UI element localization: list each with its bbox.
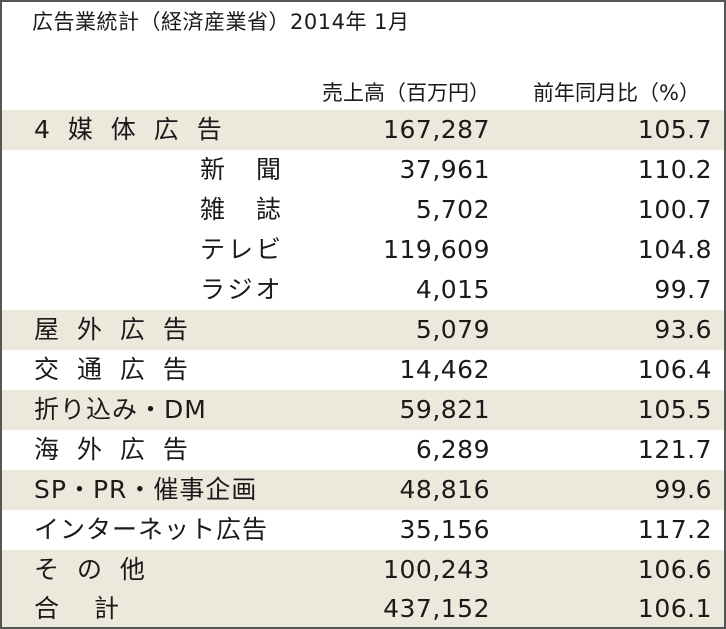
table-row: 交 通 広 告 14,462 106.4 bbox=[2, 350, 724, 390]
row-yoy: 106.1 bbox=[637, 594, 712, 623]
table-row: 新 聞 37,961 110.2 bbox=[2, 150, 724, 190]
row-sales: 6,289 bbox=[415, 435, 490, 464]
row-sales: 59,821 bbox=[399, 395, 490, 424]
row-yoy: 105.7 bbox=[637, 115, 712, 144]
page-title: 広告業統計（経済産業省）2014年 1月 bbox=[32, 10, 410, 34]
row-yoy: 105.5 bbox=[637, 395, 712, 424]
row-yoy: 104.8 bbox=[637, 235, 712, 264]
row-yoy: 100.7 bbox=[637, 195, 712, 224]
row-label: 交 通 広 告 bbox=[34, 355, 193, 384]
row-label: そ の 他 bbox=[34, 555, 150, 584]
row-sales: 119,609 bbox=[383, 235, 490, 264]
row-sales: 5,702 bbox=[415, 195, 490, 224]
row-label: 屋 外 広 告 bbox=[34, 315, 193, 344]
row-yoy: 106.6 bbox=[637, 555, 712, 584]
row-sales: 4,015 bbox=[415, 275, 490, 304]
row-label: SP・PR・催事企画 bbox=[34, 475, 258, 504]
table-body: 4 媒 体 広 告 167,287 105.7 新 聞 37,961 110.2… bbox=[2, 110, 724, 627]
table-row: SP・PR・催事企画 48,816 99.6 bbox=[2, 470, 724, 510]
column-header-sales: 売上高（百万円） bbox=[322, 81, 490, 105]
row-sales: 437,152 bbox=[383, 594, 490, 623]
table-row: インターネット広告 35,156 117.2 bbox=[2, 510, 724, 550]
table-row: 折り込み・DM 59,821 105.5 bbox=[2, 390, 724, 430]
row-yoy: 117.2 bbox=[637, 515, 712, 544]
table-row-total: 合 計 437,152 106.1 bbox=[2, 590, 724, 627]
row-sales: 14,462 bbox=[399, 355, 490, 384]
table-row: そ の 他 100,243 106.6 bbox=[2, 550, 724, 590]
table-row: 海 外 広 告 6,289 121.7 bbox=[2, 430, 724, 470]
row-yoy: 93.6 bbox=[654, 315, 712, 344]
table-row: 4 媒 体 広 告 167,287 105.7 bbox=[2, 110, 724, 150]
row-sales: 37,961 bbox=[399, 155, 490, 184]
row-label: インターネット広告 bbox=[34, 515, 269, 544]
table-row: 屋 外 広 告 5,079 93.6 bbox=[2, 310, 724, 350]
row-label: 合 計 bbox=[34, 594, 125, 623]
row-label: 折り込み・DM bbox=[34, 395, 207, 424]
row-sales: 167,287 bbox=[383, 115, 490, 144]
row-yoy: 110.2 bbox=[637, 155, 712, 184]
row-yoy: 99.7 bbox=[654, 275, 712, 304]
row-label: 新 聞 bbox=[200, 155, 285, 184]
row-yoy: 121.7 bbox=[637, 435, 712, 464]
row-yoy: 106.4 bbox=[637, 355, 712, 384]
row-sales: 48,816 bbox=[399, 475, 490, 504]
row-label: テレビ bbox=[200, 235, 285, 264]
row-label: 雑 誌 bbox=[200, 195, 285, 224]
row-sales: 5,079 bbox=[415, 315, 490, 344]
row-label: 4 媒 体 広 告 bbox=[34, 115, 227, 144]
row-yoy: 99.6 bbox=[654, 475, 712, 504]
table-row: ラジオ 4,015 99.7 bbox=[2, 270, 724, 310]
row-sales: 35,156 bbox=[399, 515, 490, 544]
table-row: テレビ 119,609 104.8 bbox=[2, 230, 724, 270]
row-label: 海 外 広 告 bbox=[34, 435, 193, 464]
row-label: ラジオ bbox=[200, 275, 284, 304]
column-header-yoy: 前年同月比（%） bbox=[533, 81, 700, 105]
row-sales: 100,243 bbox=[383, 555, 490, 584]
table-row: 雑 誌 5,702 100.7 bbox=[2, 190, 724, 230]
